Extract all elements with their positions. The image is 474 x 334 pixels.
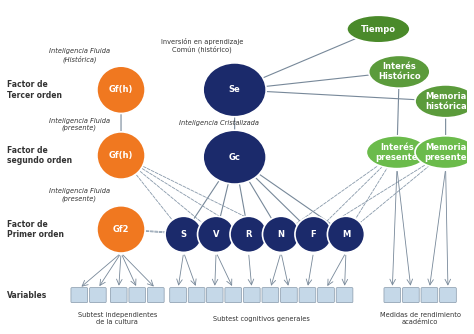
Text: Medidas de rendimiento
académico: Medidas de rendimiento académico — [380, 312, 461, 325]
Text: Inteligencia Fluida
(Histórica): Inteligencia Fluida (Histórica) — [49, 48, 110, 63]
Text: Interés
presente: Interés presente — [376, 143, 418, 162]
Text: Inteligencia Fluida
(presente): Inteligencia Fluida (presente) — [49, 188, 110, 202]
Text: S: S — [181, 230, 187, 239]
Ellipse shape — [165, 216, 202, 253]
Ellipse shape — [295, 216, 332, 253]
Text: F: F — [310, 230, 316, 239]
Text: Memoria
histórica: Memoria histórica — [425, 92, 466, 111]
Ellipse shape — [347, 15, 410, 43]
FancyBboxPatch shape — [147, 288, 164, 303]
FancyBboxPatch shape — [244, 288, 260, 303]
FancyBboxPatch shape — [299, 288, 316, 303]
Text: Gf(h): Gf(h) — [109, 151, 133, 160]
Ellipse shape — [97, 66, 145, 114]
FancyBboxPatch shape — [188, 288, 205, 303]
Text: V: V — [213, 230, 219, 239]
FancyBboxPatch shape — [262, 288, 279, 303]
Text: Interés
Histórico: Interés Histórico — [378, 62, 420, 81]
Text: Inteligencia Cristalizada: Inteligencia Cristalizada — [179, 120, 259, 126]
Text: Factor de
segundo orden: Factor de segundo orden — [8, 146, 73, 165]
Ellipse shape — [366, 136, 428, 169]
Text: Factor de
Tercer orden: Factor de Tercer orden — [8, 80, 63, 100]
Text: M: M — [342, 230, 350, 239]
Ellipse shape — [97, 206, 145, 253]
Text: Gc: Gc — [228, 153, 241, 162]
FancyBboxPatch shape — [336, 288, 353, 303]
FancyBboxPatch shape — [421, 288, 438, 303]
FancyBboxPatch shape — [225, 288, 242, 303]
Text: Variables: Variables — [8, 291, 48, 300]
Ellipse shape — [415, 136, 474, 169]
Text: Inteligencia Fluida
(presente): Inteligencia Fluida (presente) — [49, 118, 110, 131]
Ellipse shape — [369, 55, 430, 88]
FancyBboxPatch shape — [206, 288, 223, 303]
FancyBboxPatch shape — [129, 288, 146, 303]
Text: R: R — [246, 230, 252, 239]
Text: Tiempo: Tiempo — [361, 25, 396, 33]
FancyBboxPatch shape — [439, 288, 456, 303]
FancyBboxPatch shape — [384, 288, 401, 303]
Ellipse shape — [198, 216, 235, 253]
FancyBboxPatch shape — [110, 288, 127, 303]
Ellipse shape — [415, 85, 474, 118]
Ellipse shape — [203, 130, 266, 184]
Text: Factor de
Primer orden: Factor de Primer orden — [8, 220, 64, 239]
Text: Subtest cognitivos generales: Subtest cognitivos generales — [213, 316, 310, 322]
FancyBboxPatch shape — [402, 288, 419, 303]
FancyBboxPatch shape — [71, 288, 88, 303]
Ellipse shape — [328, 216, 365, 253]
Text: Subtest independientes
de la cultura: Subtest independientes de la cultura — [78, 312, 157, 325]
Ellipse shape — [230, 216, 267, 253]
Text: Inversión en aprendizaje
Común (histórico): Inversión en aprendizaje Común (históric… — [161, 38, 243, 53]
FancyBboxPatch shape — [170, 288, 186, 303]
Text: Memoria
presente: Memoria presente — [424, 143, 467, 162]
FancyBboxPatch shape — [90, 288, 106, 303]
Text: Gf(h): Gf(h) — [109, 85, 133, 94]
FancyBboxPatch shape — [281, 288, 297, 303]
Ellipse shape — [263, 216, 300, 253]
Ellipse shape — [203, 63, 266, 117]
Text: Se: Se — [229, 85, 240, 94]
FancyBboxPatch shape — [318, 288, 334, 303]
Text: Gf2: Gf2 — [113, 225, 129, 234]
Text: N: N — [277, 230, 284, 239]
Ellipse shape — [97, 132, 145, 179]
